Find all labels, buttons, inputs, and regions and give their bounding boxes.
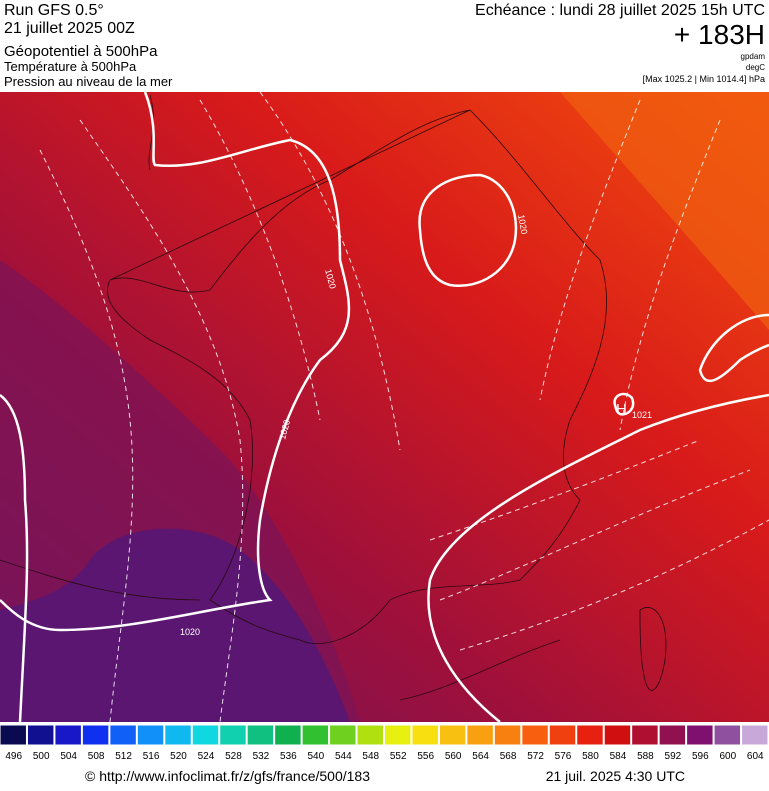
temperature-isoline (39, 91, 769, 723)
colorbar-swatch (246, 724, 275, 746)
colorbar-swatch (411, 724, 439, 746)
colorbar-swatch (164, 724, 192, 746)
colorbar-label: 552 (390, 751, 407, 762)
colorbar-label: 508 (88, 751, 105, 762)
field-label: Pression au niveau de la mer (4, 74, 173, 89)
colorbar-swatch (576, 724, 604, 746)
colorbar-label: 576 (555, 751, 572, 762)
unit-label: degC (746, 63, 765, 72)
colorbar-swatch (686, 724, 714, 746)
colorbar-label: 504 (60, 751, 77, 762)
pressure-range: [Max 1025.2 | Min 1014.4] hPa (643, 74, 765, 84)
colorbar-label: 568 (500, 751, 517, 762)
field-label: Température à 500hPa (4, 59, 137, 74)
unit-label: gpdam (741, 52, 766, 61)
colorbar-label: 496 (5, 751, 22, 762)
colorbar-label: 592 (665, 751, 682, 762)
colorbar-label: 532 (253, 751, 270, 762)
colorbar-label: 584 (610, 751, 627, 762)
colorbar-swatch (521, 724, 549, 746)
colorbar-label: 540 (307, 751, 324, 762)
colorbar-label: 548 (362, 751, 379, 762)
warm-zone (560, 92, 769, 330)
colorbar-swatch (548, 724, 577, 746)
isobar (613, 392, 635, 416)
colorbar-swatch (466, 724, 494, 746)
colorbar-swatch (191, 724, 220, 746)
colorbar-swatch (81, 724, 110, 746)
isobar (698, 313, 769, 382)
colorbar-label: 596 (692, 751, 709, 762)
isobar (427, 393, 769, 723)
colorbar-label: 512 (115, 751, 132, 762)
colorbar-label: 524 (198, 751, 215, 762)
colorbar-label: 528 (225, 751, 242, 762)
colorbar-swatch (219, 724, 247, 746)
colorbar-swatch (109, 724, 137, 746)
colorbar-label: 520 (170, 751, 187, 762)
isobar (418, 173, 518, 288)
colorbar-label: 588 (637, 751, 654, 762)
colorbar-label: 516 (143, 751, 160, 762)
timestamp: 21 juil. 2025 4:30 UTC (546, 768, 685, 784)
colorbar-label: 580 (582, 751, 599, 762)
colorbar-swatch (384, 724, 412, 746)
colorbar-swatch (274, 724, 302, 746)
source-url: © http://www.infoclimat.fr/z/gfs/france/… (85, 768, 370, 784)
isobar-label: 1020 (516, 214, 529, 235)
colorbar: 496 500 504 508 512 516 520 524 528 532 536 540 544 5… (0, 724, 769, 762)
isobar (0, 91, 351, 632)
high-pressure-label: H (616, 401, 627, 418)
colorbar-label: 544 (335, 751, 352, 762)
colorbar-label: 536 (280, 751, 297, 762)
colorbar-swatch (713, 724, 742, 746)
border (639, 607, 667, 691)
border (107, 94, 607, 644)
colorbar-swatch (658, 724, 687, 746)
colorbar-label: 564 (472, 751, 489, 762)
isobar-label: 1021 (632, 410, 652, 420)
colorbar-label: 604 (747, 751, 764, 762)
colorbar-swatch (356, 724, 384, 746)
colorbar-label: 556 (417, 751, 434, 762)
cold-core (0, 528, 350, 722)
colorbar-swatch (329, 724, 357, 746)
isobar-label: 1020 (180, 627, 200, 637)
border (0, 559, 561, 701)
map: 1020 1020 1020 1020 1021 H (0, 91, 769, 723)
colorbar-label: 500 (33, 751, 50, 762)
colorbar-swatch (603, 724, 632, 746)
colorbar-swatch (493, 724, 522, 746)
isobar (0, 394, 29, 723)
colorbar-label: 572 (527, 751, 544, 762)
colorbar-swatch (438, 724, 467, 746)
colorbar-swatch (26, 724, 55, 746)
colorbar-swatch (741, 724, 769, 746)
forecast-offset: + 183H (674, 19, 765, 50)
colorbar-swatch (54, 724, 82, 746)
colorbar-swatch (136, 724, 165, 746)
colorbar-label: 560 (445, 751, 462, 762)
forecast-time: Echéance : lundi 28 juillet 2025 15h UTC (475, 2, 765, 19)
field-label: Géopotentiel à 500hPa (4, 43, 158, 60)
colorbar-label: 600 (719, 751, 736, 762)
run-date: 21 juillet 2025 00Z (4, 20, 135, 37)
run-label: Run GFS 0.5° (4, 2, 104, 19)
colorbar-swatch (301, 724, 330, 746)
colorbar-swatch (631, 724, 659, 746)
colorbar-swatch (0, 724, 27, 746)
